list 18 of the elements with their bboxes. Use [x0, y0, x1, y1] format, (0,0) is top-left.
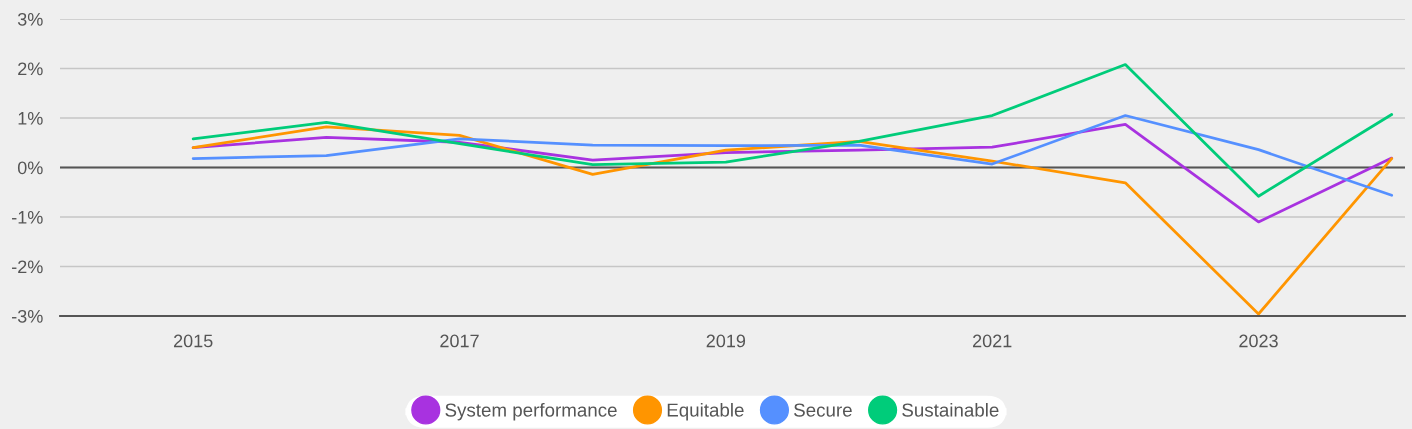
y-tick-label: -2% — [12, 260, 43, 274]
y-tick-label: 2% — [18, 62, 43, 76]
x-tick-label: 2021 — [973, 334, 1012, 348]
y-tick-label: 1% — [18, 112, 43, 125]
y-tick-label: -3% — [12, 309, 43, 323]
x-tick-label: 2023 — [1239, 334, 1278, 348]
y-tick-label: -1% — [12, 211, 43, 224]
legend-label: Sustainable — [902, 402, 999, 417]
line-series — [191, 114, 1394, 197]
legend-label: Equitable — [667, 402, 744, 421]
x-tick-label: 2019 — [706, 334, 746, 348]
x-tick-label: 2017 — [440, 334, 479, 348]
line-series — [191, 63, 1394, 198]
y-tick-label: 0% — [17, 161, 43, 175]
y-tick-label: 3% — [17, 12, 43, 26]
legend-label: Secure — [794, 403, 852, 417]
legend-label: System performance — [445, 402, 617, 421]
x-tick-label: 2015 — [174, 334, 213, 348]
